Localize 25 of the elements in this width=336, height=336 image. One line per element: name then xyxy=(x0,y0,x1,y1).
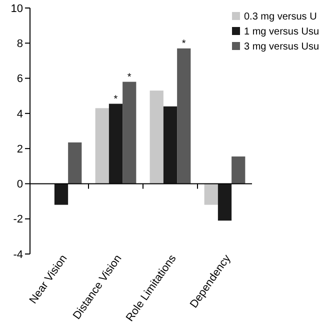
y-tick-label: -4 xyxy=(13,248,23,261)
y-tick-label: 8 xyxy=(16,38,23,50)
annotation: * xyxy=(127,72,132,83)
y-tick-label: 10 xyxy=(10,2,23,15)
y-tick-label: 0 xyxy=(16,178,23,191)
bar xyxy=(204,184,218,205)
y-tick-label: 6 xyxy=(16,73,23,86)
annotation: * xyxy=(182,38,186,50)
annotation: * xyxy=(114,94,118,105)
legend-label: 0.3 mg versus U xyxy=(244,12,317,22)
bar xyxy=(150,90,164,184)
bar xyxy=(54,184,68,205)
bar xyxy=(177,48,191,184)
bar xyxy=(108,104,123,184)
y-tick-label: -2 xyxy=(13,214,23,226)
bar xyxy=(122,82,136,184)
legend-label: 1 mg versus Usu xyxy=(244,26,320,38)
legend-label: 3 mg versus Usu xyxy=(244,42,320,52)
bar xyxy=(163,106,178,184)
bar xyxy=(218,184,232,221)
y-tick-label: 4 xyxy=(16,108,23,120)
y-tick-label: 2 xyxy=(16,143,23,156)
bar xyxy=(95,108,109,184)
bar xyxy=(68,142,82,184)
bar xyxy=(232,156,246,184)
